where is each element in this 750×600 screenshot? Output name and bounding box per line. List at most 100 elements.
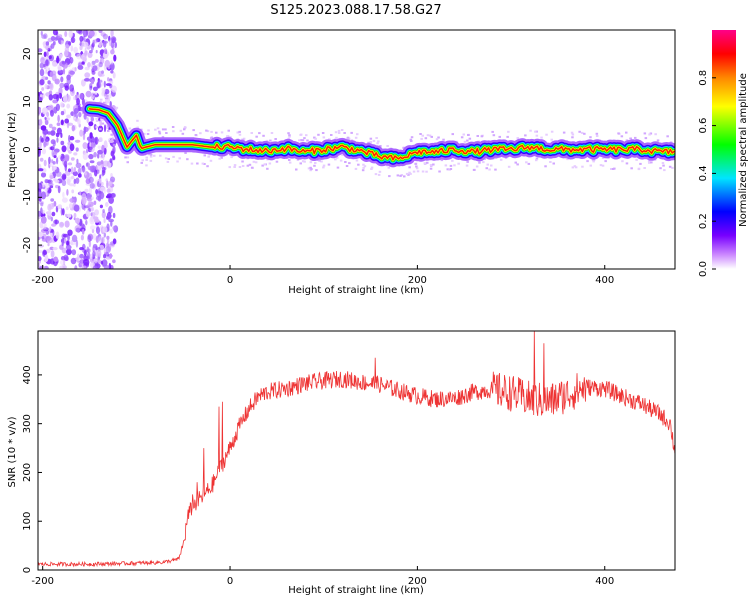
colorbar-tick-label: 0.6: [698, 118, 709, 134]
ridge-halo: [344, 161, 347, 163]
ridge-halo: [322, 166, 325, 169]
noise-speckle: [77, 118, 81, 125]
ridge-halo: [625, 139, 629, 141]
ridge-halo: [595, 132, 599, 135]
ridge-halo: [301, 160, 305, 163]
noise-speckle: [73, 46, 78, 54]
ridge-halo: [362, 163, 365, 166]
ridge-halo: [218, 157, 221, 160]
noise-speckle: [88, 176, 94, 184]
noise-speckle: [102, 33, 108, 40]
noise-speckle: [40, 216, 47, 224]
ridge-halo: [480, 135, 484, 138]
ridge-halo: [387, 166, 391, 169]
noise-speckle: [53, 151, 58, 155]
ridge-halo: [405, 172, 409, 175]
colorbar-tick-label: 0.2: [698, 213, 709, 229]
ridge-halo: [265, 139, 269, 142]
ridge-halo: [435, 138, 439, 141]
noise-speckle: [108, 218, 114, 223]
ridge-halo: [507, 165, 511, 168]
noise-speckle: [107, 77, 110, 82]
noise-speckle: [94, 218, 100, 223]
noise-speckle: [63, 237, 67, 244]
y-tick-label: 20: [22, 48, 33, 61]
ridge-halo: [153, 154, 156, 157]
noise-speckle: [38, 141, 42, 149]
noise-speckle: [93, 38, 98, 44]
ridge-halo: [550, 130, 554, 133]
noise-speckle: [44, 83, 48, 90]
ridge-halo: [506, 135, 509, 138]
noise-speckle: [47, 242, 50, 247]
noise-speckle: [101, 166, 106, 174]
noise-speckle: [79, 45, 83, 51]
ridge-halo: [92, 95, 95, 98]
ridge-halo: [233, 166, 236, 168]
ridge-halo: [661, 162, 665, 164]
noise-speckle: [47, 210, 52, 216]
noise-speckle: [61, 61, 66, 65]
ridge-halo: [361, 169, 365, 172]
ridge-halo: [662, 164, 665, 167]
noise-speckle: [110, 30, 114, 38]
ridge-halo: [171, 126, 175, 128]
noise-speckle: [103, 48, 108, 54]
ridge-halo: [205, 129, 208, 132]
noise-speckle: [50, 232, 53, 237]
noise-speckle: [90, 116, 95, 122]
ridge-halo: [372, 139, 376, 142]
ridge-halo: [310, 168, 313, 171]
ridge-halo: [184, 152, 187, 154]
noise-speckle: [73, 213, 77, 218]
ridge-halo: [475, 165, 479, 168]
noise-speckle: [67, 229, 73, 236]
noise-speckle: [72, 171, 78, 177]
noise-speckle: [112, 259, 116, 264]
noise-speckle: [67, 122, 74, 126]
ridge-halo: [337, 129, 341, 132]
noise-speckle: [48, 123, 53, 129]
ridge-halo: [409, 138, 413, 141]
noise-speckle: [63, 254, 69, 261]
ridge-halo: [104, 94, 107, 97]
noise-speckle: [50, 198, 55, 202]
noise-speckle: [84, 72, 91, 78]
noise-speckle: [66, 248, 72, 256]
noise-speckle: [93, 257, 99, 263]
ridge-halo: [268, 162, 272, 165]
ridge-halo: [595, 135, 599, 137]
ridge-halo: [210, 130, 213, 133]
noise-speckle: [76, 158, 79, 164]
noise-speckle: [108, 196, 114, 204]
noise-speckle: [69, 70, 75, 75]
noise-speckle: [89, 50, 93, 54]
ridge-halo: [104, 96, 107, 99]
ridge-halo: [241, 138, 244, 141]
ridge-halo: [194, 134, 198, 136]
noise-speckle: [81, 79, 86, 87]
ridge-halo: [562, 131, 566, 134]
noise-speckle: [76, 53, 83, 60]
ridge-halo: [573, 165, 577, 168]
noise-speckle: [88, 153, 94, 160]
ridge-halo: [306, 139, 309, 142]
noise-speckle: [101, 144, 105, 152]
noise-speckle: [101, 211, 106, 219]
noise-speckle: [112, 238, 117, 245]
ridge-halo: [330, 134, 333, 136]
x-tick-label: 400: [595, 275, 614, 286]
ridge-halo: [269, 139, 272, 142]
noise-speckle: [102, 152, 105, 161]
noise-speckle: [67, 162, 73, 166]
ridge-halo: [334, 158, 337, 161]
noise-speckle: [59, 265, 66, 269]
noise-speckle: [64, 213, 68, 218]
spectrogram-y-ticks: -20 -10 0 10 20: [22, 48, 42, 253]
noise-speckle: [93, 151, 97, 158]
ridge-halo: [233, 164, 237, 167]
ridge-halo: [516, 137, 519, 140]
noise-speckle: [103, 232, 107, 238]
ridge-halo: [145, 164, 148, 167]
ridge-halo: [299, 133, 302, 136]
